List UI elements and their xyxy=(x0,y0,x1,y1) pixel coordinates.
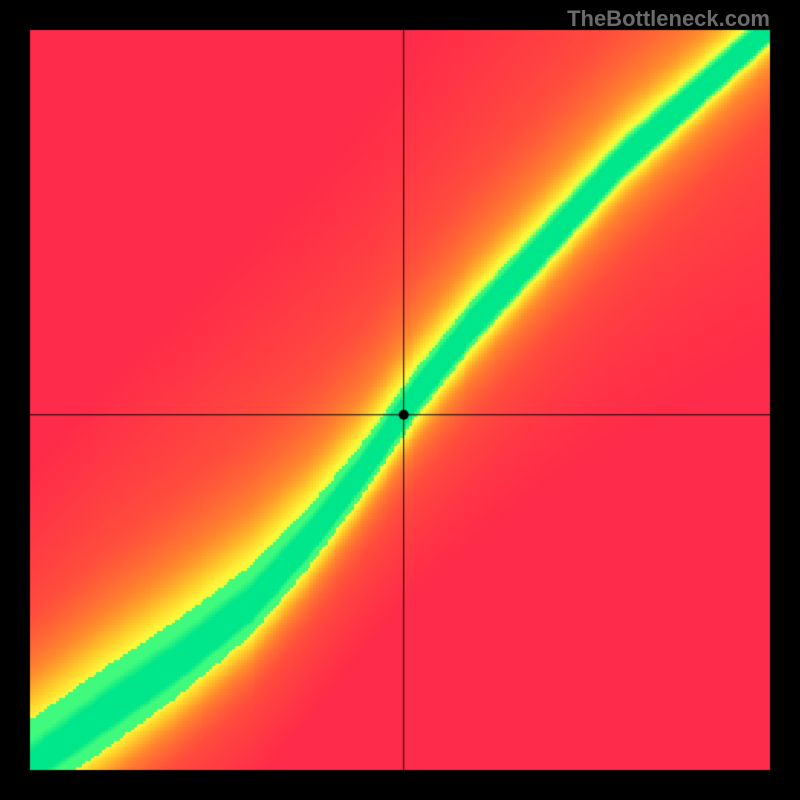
bottleneck-heatmap xyxy=(0,0,800,800)
chart-container: TheBottleneck.com xyxy=(0,0,800,800)
watermark-text: TheBottleneck.com xyxy=(567,6,770,32)
